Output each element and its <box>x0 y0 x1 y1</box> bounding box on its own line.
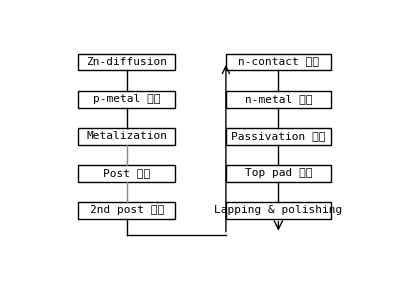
Text: n-metal 증착: n-metal 증착 <box>245 94 312 104</box>
Text: n-contact 형성: n-contact 형성 <box>238 57 319 67</box>
Bar <box>226 202 331 219</box>
Bar <box>226 165 331 182</box>
Bar <box>79 202 175 219</box>
Bar <box>226 128 331 145</box>
Bar <box>79 165 175 182</box>
Bar <box>226 54 331 70</box>
Text: Top pad 증착: Top pad 증착 <box>245 168 312 178</box>
Text: p-metal 증착: p-metal 증착 <box>93 94 161 104</box>
Text: 2nd post 형성: 2nd post 형성 <box>90 205 164 215</box>
Text: Lapping & polishing: Lapping & polishing <box>214 205 343 215</box>
Text: Zn-diffusion: Zn-diffusion <box>86 57 167 67</box>
Text: Passivation 형성: Passivation 형성 <box>231 131 326 141</box>
Text: Metalization: Metalization <box>86 131 167 141</box>
Text: Post 형성: Post 형성 <box>103 168 150 178</box>
Bar <box>226 91 331 107</box>
Bar <box>79 91 175 107</box>
Bar <box>79 128 175 145</box>
Bar <box>79 54 175 70</box>
